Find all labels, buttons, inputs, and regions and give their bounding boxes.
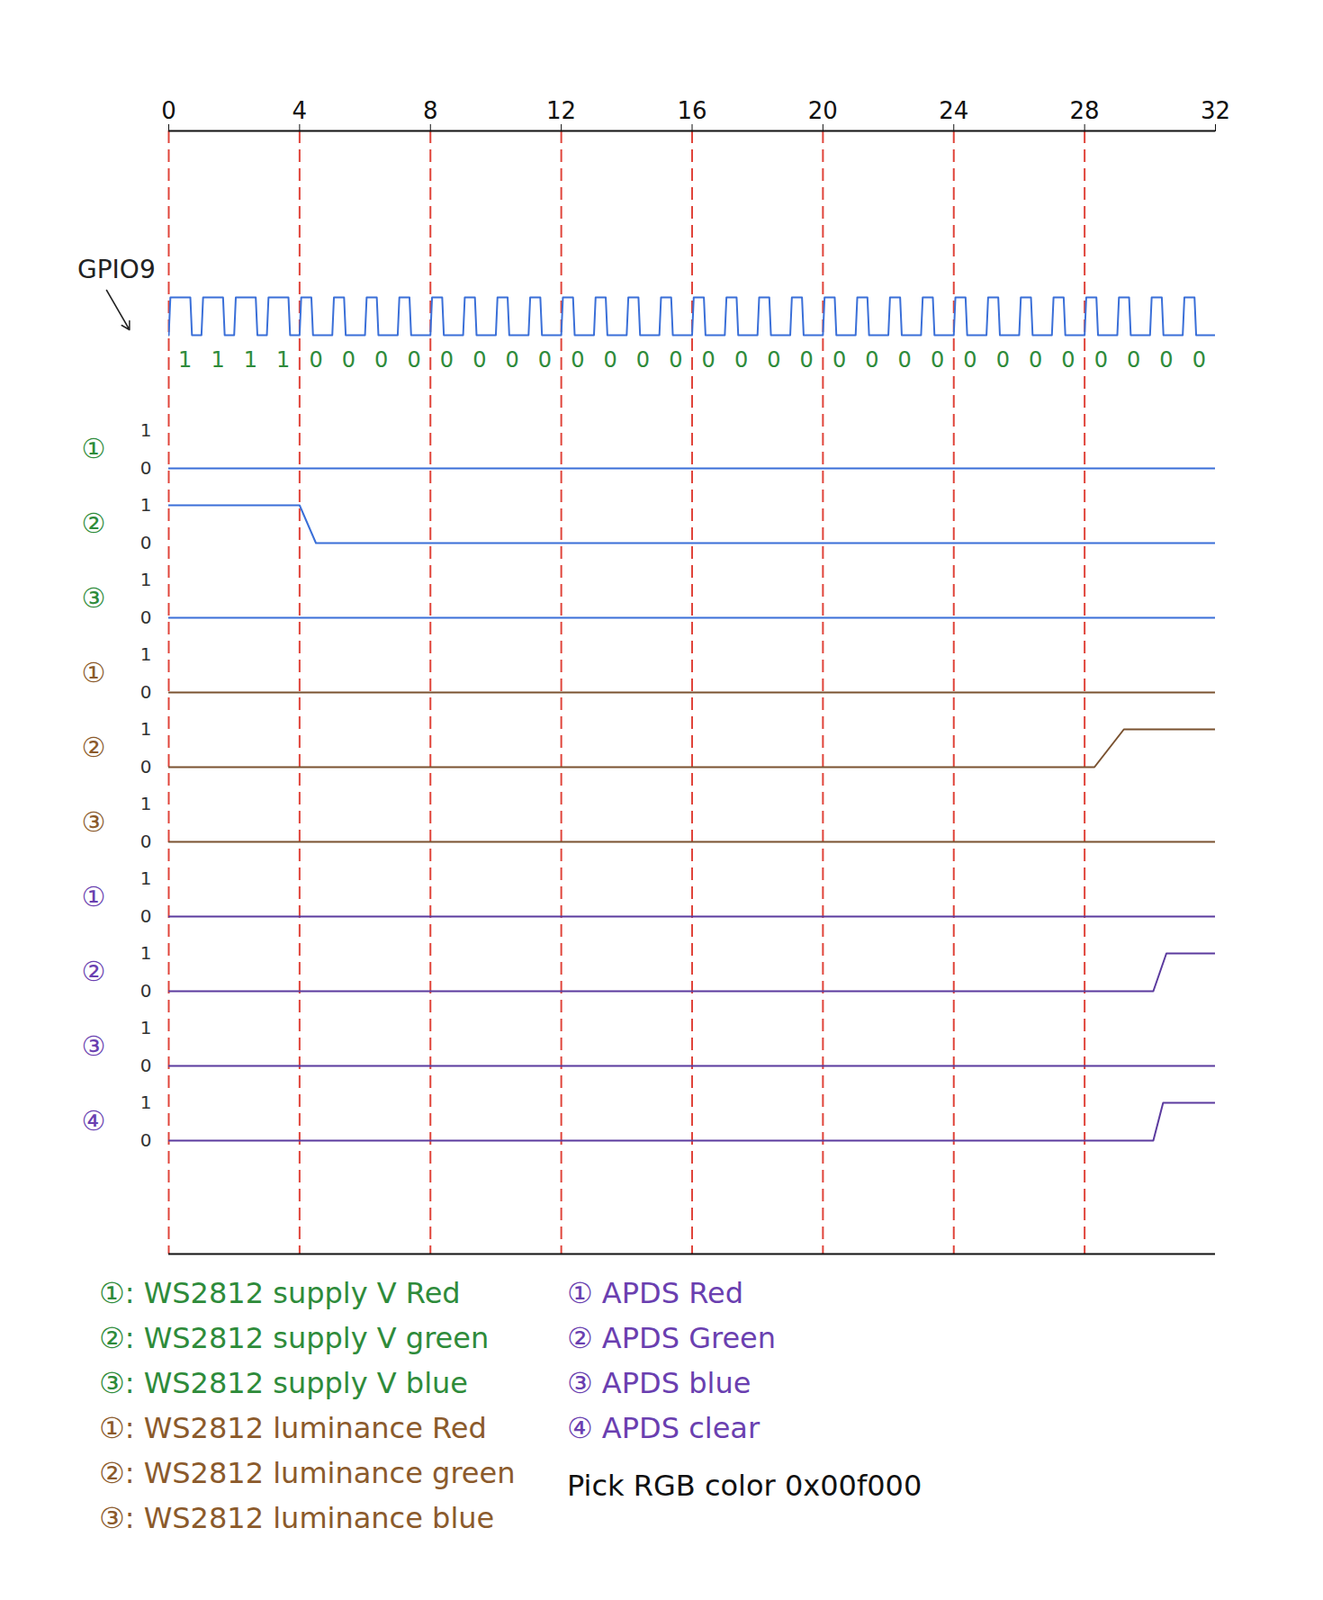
svg-text:0: 0 xyxy=(538,347,552,373)
html-text:①: WS2812 luminance Red: ①: WS2812 luminance Red xyxy=(99,1411,487,1446)
html-text:② APDS Green: ② APDS Green xyxy=(567,1321,776,1356)
html-text:① APDS Red: ① APDS Red xyxy=(567,1276,744,1311)
svg-text:0: 0 xyxy=(898,347,912,373)
svg-text:②: ② xyxy=(81,955,106,988)
svg-text:0: 0 xyxy=(161,97,177,125)
svg-text:0: 0 xyxy=(702,347,716,373)
svg-text:1: 1 xyxy=(140,718,153,740)
svg-text:4: 4 xyxy=(292,97,308,125)
svg-text:0: 0 xyxy=(832,347,846,373)
svg-text:0: 0 xyxy=(140,980,153,1002)
svg-text:①: ① xyxy=(81,432,106,465)
svg-text:1: 1 xyxy=(140,792,153,815)
svg-text:0: 0 xyxy=(603,347,618,373)
svg-text:1: 1 xyxy=(178,347,192,373)
svg-text:②: ② xyxy=(81,731,106,764)
svg-text:1: 1 xyxy=(140,494,153,516)
svg-text:8: 8 xyxy=(423,97,439,125)
svg-text:0: 0 xyxy=(1028,347,1043,373)
svg-text:①: ① xyxy=(81,881,106,913)
svg-text:0: 0 xyxy=(140,1054,153,1077)
svg-text:20: 20 xyxy=(808,97,838,125)
svg-text:0: 0 xyxy=(140,1129,153,1152)
svg-text:1: 1 xyxy=(140,867,153,890)
svg-text:0: 0 xyxy=(374,347,388,373)
svg-text:0: 0 xyxy=(140,531,153,554)
svg-text:1: 1 xyxy=(140,643,153,666)
svg-text:0: 0 xyxy=(406,347,421,373)
svg-text:1: 1 xyxy=(140,1017,153,1039)
html-text:①: WS2812 supply V Red: ①: WS2812 supply V Red xyxy=(99,1276,461,1311)
html-text:③ APDS blue: ③ APDS blue xyxy=(567,1366,751,1401)
svg-text:③: ③ xyxy=(81,1030,106,1062)
svg-text:GPIO9: GPIO9 xyxy=(77,254,156,285)
svg-text:0: 0 xyxy=(1126,347,1141,373)
svg-text:1: 1 xyxy=(243,347,258,373)
svg-text:1: 1 xyxy=(140,568,153,591)
svg-text:1: 1 xyxy=(140,419,153,441)
svg-text:0: 0 xyxy=(140,830,153,853)
svg-text:0: 0 xyxy=(140,606,153,629)
svg-text:0: 0 xyxy=(996,347,1010,373)
svg-text:0: 0 xyxy=(472,347,486,373)
svg-text:0: 0 xyxy=(1192,347,1206,373)
svg-text:0: 0 xyxy=(800,347,814,373)
svg-text:0: 0 xyxy=(636,347,650,373)
svg-text:0: 0 xyxy=(734,347,748,373)
svg-text:0: 0 xyxy=(140,681,153,703)
svg-text:0: 0 xyxy=(864,347,879,373)
svg-text:①: ① xyxy=(81,657,106,689)
svg-text:32: 32 xyxy=(1200,97,1231,125)
svg-text:0: 0 xyxy=(570,347,585,373)
svg-text:④: ④ xyxy=(81,1105,106,1137)
svg-text:②: ② xyxy=(81,507,106,540)
html-text:②: WS2812 supply V green: ②: WS2812 supply V green xyxy=(99,1321,489,1356)
svg-text:0: 0 xyxy=(140,905,153,927)
svg-text:1: 1 xyxy=(140,942,153,964)
svg-text:0: 0 xyxy=(504,347,519,373)
svg-text:0: 0 xyxy=(1094,347,1108,373)
svg-text:12: 12 xyxy=(546,97,576,125)
svg-text:0: 0 xyxy=(1159,347,1173,373)
svg-text:16: 16 xyxy=(676,97,707,125)
svg-text:28: 28 xyxy=(1070,97,1100,125)
svg-text:0: 0 xyxy=(766,347,781,373)
svg-text:1: 1 xyxy=(140,1091,153,1114)
svg-text:0: 0 xyxy=(140,756,153,778)
html-text:②: WS2812 luminance green: ②: WS2812 luminance green xyxy=(99,1456,516,1491)
html-text:Pick RGB color 0x00f000: Pick RGB color 0x00f000 xyxy=(567,1468,922,1503)
svg-text:0: 0 xyxy=(308,347,323,373)
svg-text:0: 0 xyxy=(140,457,153,479)
svg-text:0: 0 xyxy=(342,347,356,373)
svg-text:0: 0 xyxy=(963,347,977,373)
svg-text:1: 1 xyxy=(210,347,225,373)
svg-text:1: 1 xyxy=(276,347,290,373)
svg-text:③: ③ xyxy=(81,582,106,614)
html-text:③: WS2812 supply V blue: ③: WS2812 supply V blue xyxy=(99,1366,468,1401)
html-text:③: WS2812 luminance blue: ③: WS2812 luminance blue xyxy=(99,1501,495,1536)
svg-text:0: 0 xyxy=(930,347,945,373)
html-text:④ APDS clear: ④ APDS clear xyxy=(567,1411,760,1446)
svg-text:0: 0 xyxy=(440,347,454,373)
svg-text:0: 0 xyxy=(1061,347,1075,373)
svg-text:③: ③ xyxy=(81,806,106,838)
svg-text:0: 0 xyxy=(668,347,683,373)
svg-text:24: 24 xyxy=(938,97,969,125)
